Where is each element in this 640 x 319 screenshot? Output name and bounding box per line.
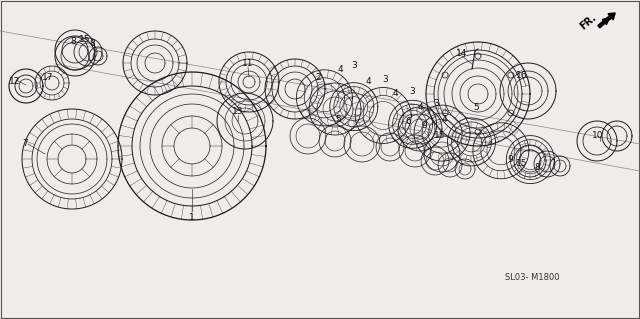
Text: 8: 8 [89,40,95,48]
FancyArrow shape [598,13,615,28]
Text: 4: 4 [417,102,423,112]
Text: 3: 3 [382,75,388,84]
Text: 12: 12 [10,77,20,85]
Text: 8: 8 [534,162,540,172]
Text: 15: 15 [435,130,445,139]
Text: 1: 1 [189,212,195,221]
Text: 13: 13 [232,107,244,115]
Text: 4: 4 [365,77,371,85]
Text: 8: 8 [70,36,76,46]
Text: 6: 6 [405,116,411,125]
Text: 5: 5 [473,102,479,112]
Text: 14: 14 [456,49,468,58]
Text: 9: 9 [507,154,513,164]
Text: 3: 3 [409,86,415,95]
Text: 11: 11 [243,58,253,68]
Text: 7: 7 [22,139,28,149]
Text: 4: 4 [337,64,343,73]
Text: SL03- M1800: SL03- M1800 [505,272,559,281]
Text: 3: 3 [351,62,357,70]
Text: FR.: FR. [578,12,598,32]
Text: 17: 17 [42,72,54,81]
Text: 3: 3 [433,100,439,108]
Text: 4: 4 [392,90,398,99]
Text: 15: 15 [516,160,528,168]
Text: 10: 10 [592,131,604,140]
Text: 15: 15 [79,34,91,43]
Text: 2: 2 [315,72,321,81]
Text: 5: 5 [335,115,341,123]
Text: 16: 16 [516,71,528,80]
Text: 9: 9 [421,121,427,130]
Text: 4: 4 [441,115,447,123]
